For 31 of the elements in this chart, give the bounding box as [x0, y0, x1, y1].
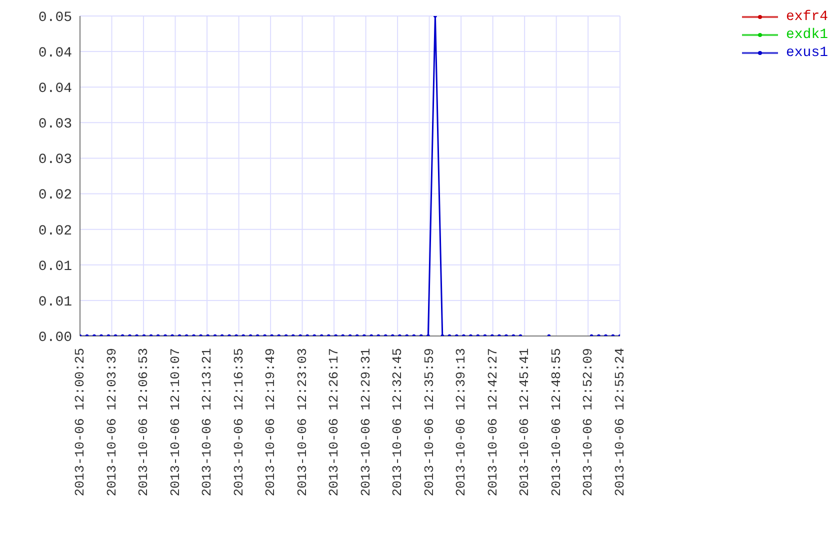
y-tick-label: 0.00	[38, 330, 72, 346]
x-tick-label: 2013-10-06 12:23:03	[294, 348, 310, 496]
y-tick-label: 0.04	[38, 46, 72, 62]
x-tick-label: 2013-10-06 12:26:17	[326, 348, 342, 496]
y-tick-label: 0.02	[38, 188, 72, 204]
x-tick-label: 2013-10-06 12:39:13	[454, 348, 469, 496]
y-tick-label: 0.04	[38, 81, 72, 98]
y-tick-label: 0.01	[38, 294, 72, 310]
y-tick-label: 0.05	[38, 10, 72, 26]
y-tick-label: 0.03	[38, 152, 72, 168]
legend-label: exfr4	[786, 9, 828, 25]
legend-label: exus1	[786, 45, 828, 61]
x-tick-label: 2013-10-06 12:16:35	[231, 348, 246, 496]
x-tick-label: 2013-10-06 12:35:59	[422, 348, 437, 496]
x-tick-label: 2013-10-06 12:06:53	[136, 348, 152, 496]
x-tick-label: 2013-10-06 12:48:55	[548, 348, 564, 496]
y-tick-label: 0.03	[38, 116, 72, 133]
y-tick-label: 0.01	[38, 258, 72, 275]
x-tick-label: 2013-10-06 12:13:21	[200, 348, 215, 496]
x-tick-label: 2013-10-06 12:03:39	[104, 348, 120, 496]
y-tick-label: 0.02	[38, 223, 72, 240]
x-tick-label: 2013-10-06 12:19:49	[263, 348, 278, 496]
x-tick-label: 2013-10-06 12:29:31	[358, 348, 374, 496]
x-tick-label: 2013-10-06 12:42:27	[485, 348, 500, 496]
x-tick-label: 2013-10-06 12:45:41	[517, 348, 532, 496]
x-tick-label: 2013-10-06 12:52:09	[580, 348, 596, 496]
x-tick-label: 2013-10-06 12:10:07	[168, 348, 183, 496]
x-tick-label: 2013-10-06 12:32:45	[390, 348, 406, 496]
x-tick-label: 2013-10-06 12:00:25	[72, 348, 88, 496]
x-tick-label: 2013-10-06 12:55:24	[612, 348, 628, 496]
legend-label: exdk1	[786, 27, 828, 43]
